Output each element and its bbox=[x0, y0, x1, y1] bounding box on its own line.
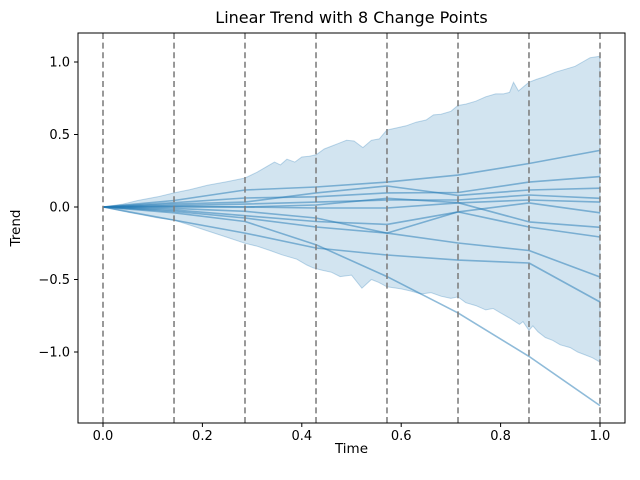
trend-sample-8 bbox=[102, 206, 601, 238]
x-axis-label: Time bbox=[334, 441, 369, 457]
x-tick-label: 0.6 bbox=[391, 429, 412, 444]
x-tick-label: 0.4 bbox=[291, 429, 312, 444]
x-tick-label: 1.0 bbox=[590, 429, 611, 444]
chart-title: Linear Trend with 8 Change Points bbox=[215, 8, 488, 27]
y-axis-label: Trend bbox=[8, 209, 24, 247]
trend-sample-6 bbox=[102, 202, 601, 234]
x-tick-label: 0.8 bbox=[490, 429, 511, 444]
y-tick-label: −0.5 bbox=[38, 273, 70, 288]
confidence-band bbox=[102, 55, 601, 363]
y-tick-label: 0.0 bbox=[49, 201, 70, 216]
trend-sample-7 bbox=[102, 197, 601, 229]
trend-sample-1 bbox=[102, 149, 601, 208]
y-tick-label: 1.0 bbox=[49, 56, 70, 71]
x-tick-label: 0.0 bbox=[93, 429, 114, 444]
x-tick-label: 0.2 bbox=[192, 429, 213, 444]
trend-sample-3 bbox=[102, 185, 601, 208]
trend-sample-9 bbox=[102, 206, 601, 278]
y-tick-label: −1.0 bbox=[38, 346, 70, 361]
plot-border bbox=[77, 32, 626, 424]
trend-sample-2 bbox=[102, 175, 601, 208]
trend-sample-11 bbox=[102, 206, 601, 407]
trend-sample-10 bbox=[102, 206, 601, 303]
y-tick-label: 0.5 bbox=[49, 128, 70, 143]
